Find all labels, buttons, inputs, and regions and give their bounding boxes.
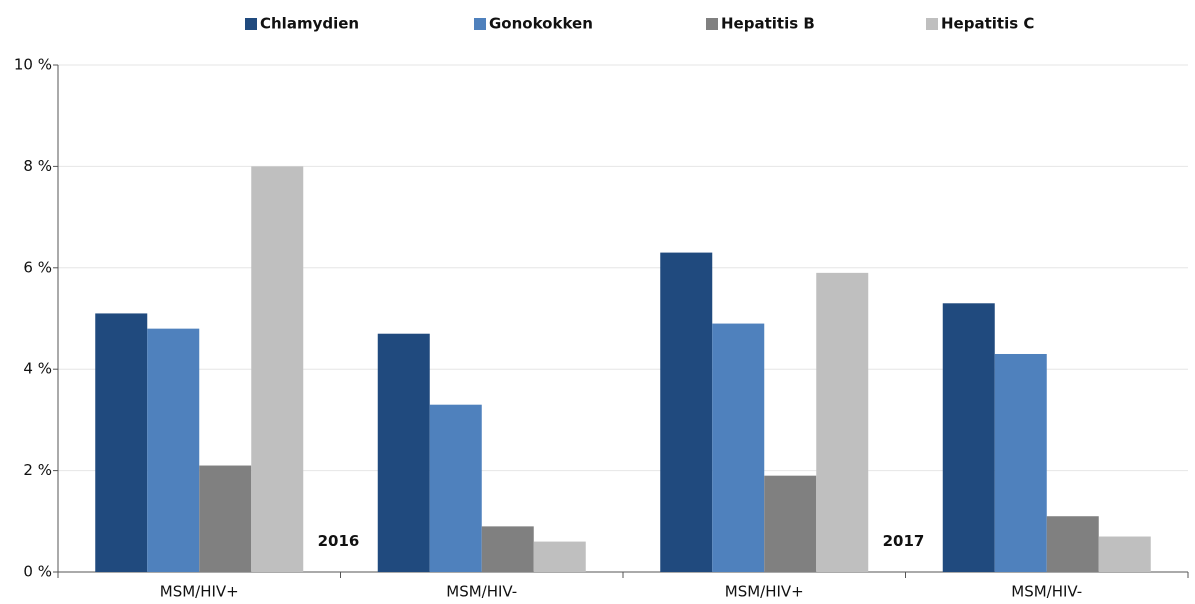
legend-text: Chlamydien	[260, 15, 359, 33]
bar	[377, 333, 430, 572]
legend-swatch	[474, 18, 486, 30]
y-tick-label: 2 %	[23, 461, 52, 479]
y-tick-label: 4 %	[23, 360, 52, 378]
bar	[251, 166, 304, 572]
legend-swatch	[706, 18, 718, 30]
annotation: 2016	[318, 532, 360, 550]
bar	[147, 328, 200, 572]
bar	[764, 475, 817, 572]
bar	[660, 252, 713, 572]
x-tick-label: MSM/HIV+	[160, 583, 239, 601]
legend-text: Gonokokken	[489, 15, 593, 33]
bar	[429, 404, 482, 572]
bar	[1098, 536, 1151, 572]
y-tick-label: 10 %	[14, 56, 52, 74]
bar	[533, 541, 586, 572]
x-tick-label: MSM/HIV-	[446, 583, 517, 601]
y-tick-label: 0 %	[23, 563, 52, 581]
x-tick-label: MSM/HIV-	[1011, 583, 1082, 601]
bar	[942, 303, 995, 572]
x-tick-label: MSM/HIV+	[725, 583, 804, 601]
legend-swatch	[926, 18, 938, 30]
legend-swatch	[245, 18, 257, 30]
bar	[481, 526, 534, 572]
y-tick-label: 8 %	[23, 157, 52, 175]
bar	[712, 323, 765, 572]
bar	[994, 353, 1047, 572]
legend-text: Hepatitis B	[721, 15, 815, 33]
legend-text: Hepatitis C	[941, 15, 1034, 33]
bar	[199, 465, 252, 572]
annotation: 2017	[883, 532, 925, 550]
bar	[95, 313, 148, 572]
bar	[1046, 516, 1099, 572]
y-tick-label: 6 %	[23, 258, 52, 276]
bar	[816, 272, 869, 572]
